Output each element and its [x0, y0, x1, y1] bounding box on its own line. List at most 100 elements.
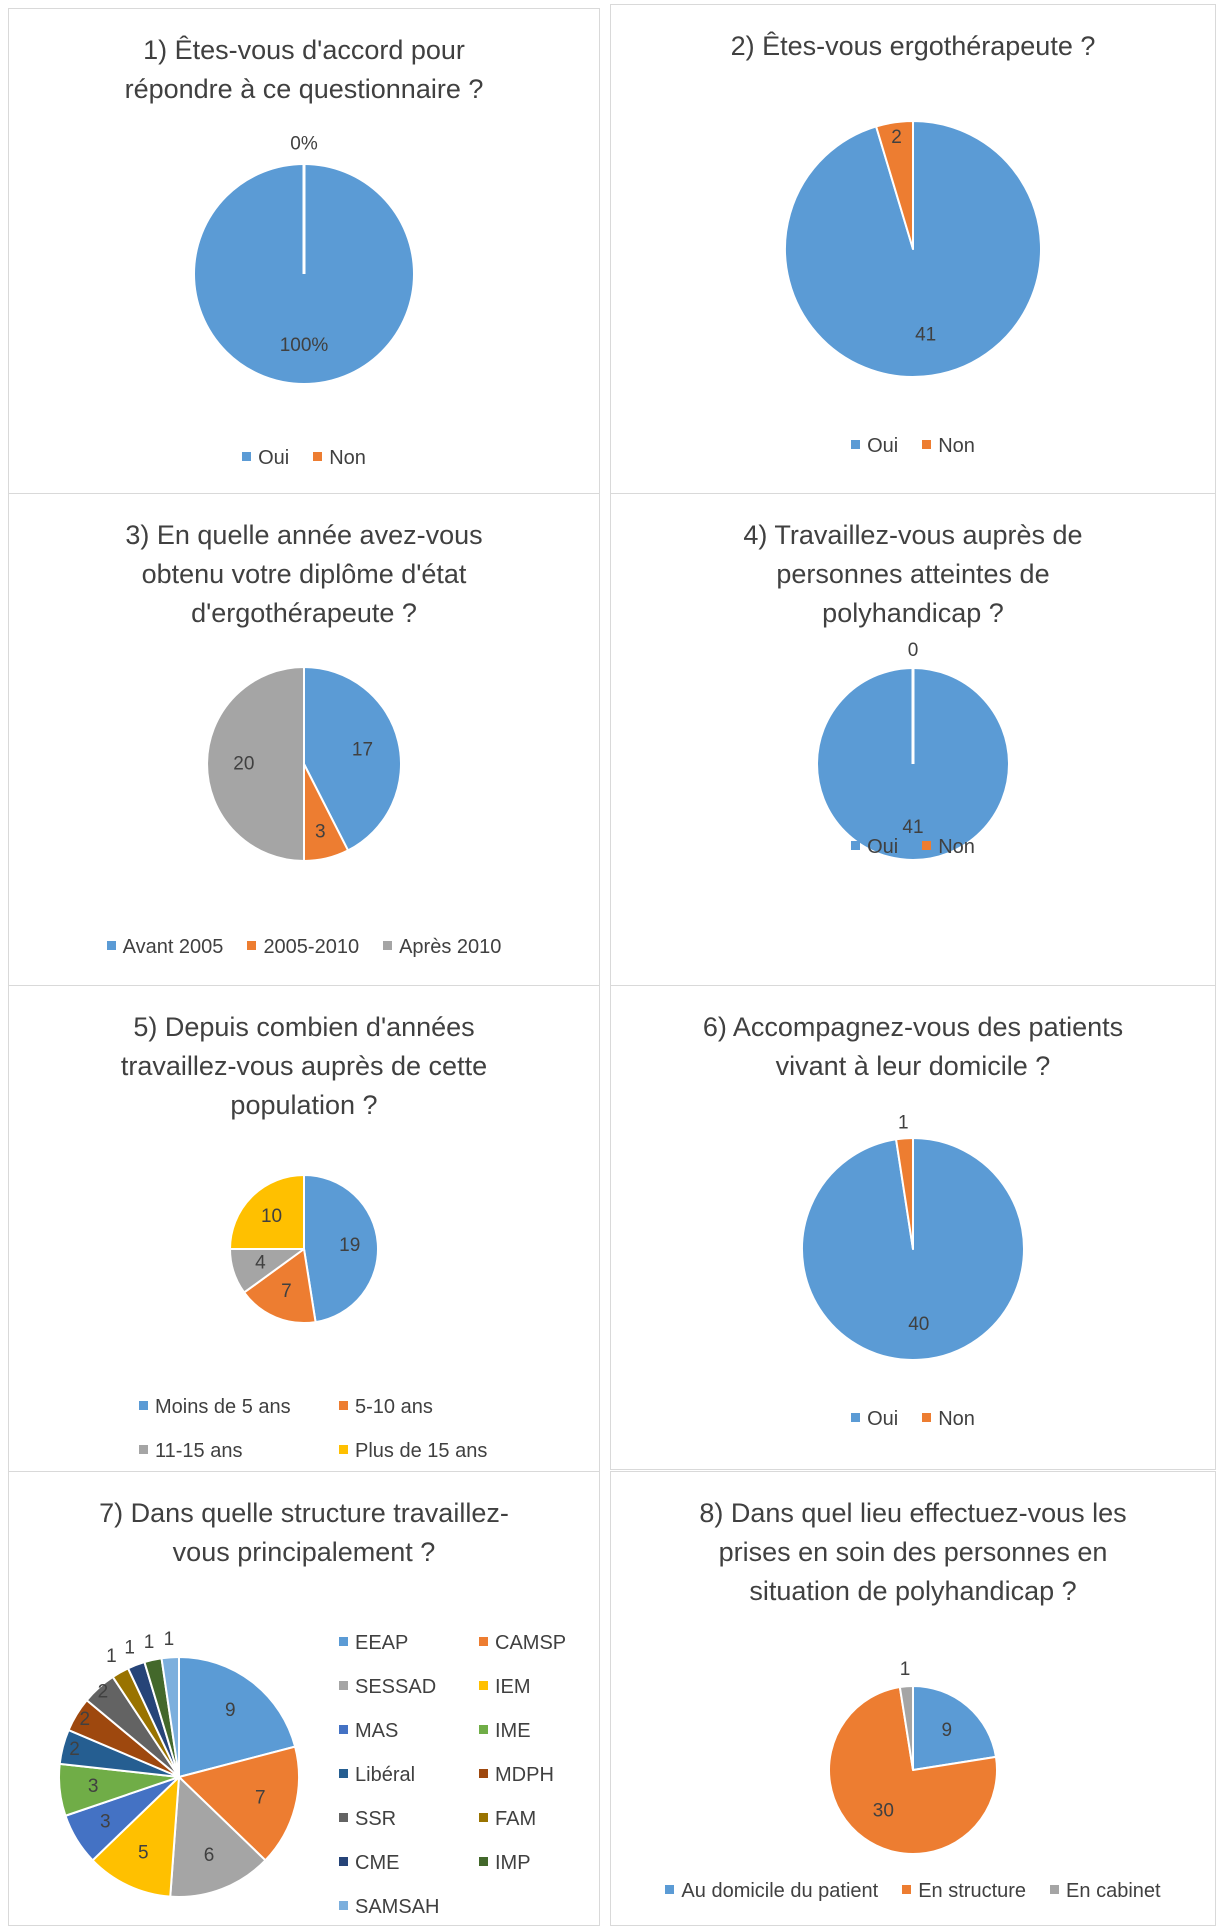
data-label-oui: 40 [908, 1314, 929, 1335]
legend-label: Plus de 15 ans [355, 1440, 488, 1462]
data-label-oui: 100% [280, 335, 329, 356]
legend-swatch [922, 841, 932, 851]
chart-title: 7) Dans quelle structure travaillez- vou… [99, 1498, 509, 1567]
legend-swatch [479, 1681, 488, 1691]
pie-slice-5-10-ans [243, 1248, 317, 1324]
legend-item-11-15-ans: 11-15 ans [139, 1440, 242, 1463]
pie-slice-apres-2010 [206, 666, 305, 862]
chart-panel-2: 2) Êtes-vous ergothérapeute ? 41 2 Oui Non [610, 4, 1216, 494]
chart-panel-5: 5) Depuis combien d'années travaillez-vo… [8, 985, 600, 1473]
chart-legend: Avant 2005 2005-2010 Après 2010 [9, 494, 599, 986]
legend-swatch [106, 941, 116, 951]
legend-label: 2005-2010 [263, 936, 360, 958]
legend-item-5-10-ans: 5-10 ans [339, 1396, 433, 1419]
legend-label: En structure [918, 1880, 1027, 1902]
pie-slice-samsah [160, 1656, 180, 1778]
legend-item-sessad: SESSAD [339, 1676, 436, 1699]
legend-item-imp: IMP [479, 1852, 531, 1875]
pie-chart: 9 30 1 [828, 1659, 998, 1855]
legend-item-oui: Oui [851, 836, 898, 859]
legend-label: FAM [495, 1808, 537, 1830]
legend-swatch [339, 1681, 348, 1691]
pie-chart: 19 74 10 [229, 1174, 379, 1324]
data-label-mdph: 2 [79, 1709, 90, 1730]
legend-item-liberal: Libéral [339, 1764, 415, 1787]
chart-legend: Oui Non [611, 986, 1215, 1469]
legend-item-en-cabinet: En cabinet [1050, 1880, 1161, 1903]
legend-label: IMP [495, 1852, 531, 1874]
data-label-non: 2 [891, 127, 902, 148]
data-label-avant-2005: 17 [352, 739, 373, 760]
legend-swatch [665, 1885, 675, 1895]
chart-panel-6: 6) Accompagnez-vous des patients vivant … [610, 985, 1216, 1470]
legend-label: Au domicile du patient [681, 1880, 879, 1902]
pie-slice-en-cabinet [898, 1685, 914, 1771]
data-label-en-structure: 30 [873, 1800, 894, 1821]
legend-label: IEM [495, 1676, 531, 1698]
legend-swatch [922, 440, 932, 450]
legend-swatch [383, 941, 393, 951]
legend-swatch [479, 1725, 488, 1735]
legend-label: SAMSAH [355, 1896, 440, 1918]
legend-label: Oui [867, 1408, 899, 1430]
data-label-imp: 1 [144, 1632, 155, 1653]
legend-label: Avant 2005 [122, 936, 224, 958]
legend-swatch [922, 1413, 932, 1423]
data-label-non: 0 [908, 640, 919, 661]
chart-title: 3) En quelle année avez-vous obtenu votr… [125, 520, 483, 628]
legend-label: SSR [355, 1808, 397, 1830]
legend-item-ime: IME [479, 1720, 531, 1743]
legend-label: Libéral [355, 1764, 416, 1786]
pie-chart: 41 2 [784, 120, 1042, 378]
legend-item-oui: Oui [242, 447, 289, 470]
pie-slice-non [875, 120, 914, 250]
chart-legend: EEAP CAMSP SESSAD IEM MAS IME Libéral MDPH SSR FA… [9, 1472, 599, 1925]
legend-swatch [851, 1413, 861, 1423]
legend-swatch [339, 1901, 348, 1911]
legend-swatch [247, 941, 257, 951]
data-label-11-15-ans: 4 [255, 1253, 266, 1274]
legend-label: 5-10 ans [355, 1396, 433, 1418]
data-label-eeap: 9 [225, 1700, 236, 1721]
legend-item-en-structure: En structure [902, 1880, 1026, 1903]
legend-item-cme: CME [339, 1852, 399, 1875]
legend-label: Oui [867, 435, 899, 457]
legend-swatch [339, 1637, 348, 1647]
data-label-sessad: 6 [204, 1845, 215, 1866]
legend-item-samsah: SAMSAH [339, 1896, 439, 1919]
legend-label: CME [355, 1852, 400, 1874]
data-label-samsah: 1 [164, 1629, 175, 1650]
legend-item-oui: Oui [851, 435, 898, 458]
chart-title: 1) Êtes-vous d'accord pour répondre à ce… [124, 35, 484, 104]
data-label-non: 1 [898, 1112, 909, 1133]
data-label-non: 0% [290, 134, 318, 155]
pie-chart: 41 0 [816, 640, 1010, 861]
chart-legend: Au domicile du patient En structure En cab… [611, 1472, 1215, 1925]
data-label-5-10-ans: 7 [281, 1281, 292, 1302]
legend-item-non: Non [313, 447, 366, 470]
legend-item-mas: MAS [339, 1720, 398, 1743]
chart-panel-8: 8) Dans quel lieu effectuez-vous les pri… [610, 1471, 1216, 1926]
data-label-ssr: 2 [98, 1682, 109, 1703]
chart-legend: Oui Non [611, 5, 1215, 493]
data-label-ime: 3 [88, 1776, 99, 1797]
data-label-moins-de-5-ans: 19 [339, 1235, 360, 1256]
legend-label: Non [329, 447, 366, 469]
legend-item-apres-2010: Après 2010 [383, 936, 501, 959]
chart-title: 4) Travaillez-vous auprès de personnes a… [743, 520, 1083, 628]
legend-label: IME [495, 1720, 531, 1742]
pie-slice-moins-de-5-ans [303, 1174, 379, 1324]
data-label-fam: 1 [106, 1646, 117, 1667]
chart-panel-7: 7) Dans quelle structure travaillez- vou… [8, 1471, 600, 1926]
pie-slice-plus-de-15-ans [229, 1174, 305, 1250]
data-label-2005-2010: 3 [315, 821, 326, 842]
legend-swatch [339, 1725, 348, 1735]
pie-chart: 100% 0% [193, 134, 415, 385]
legend-swatch [902, 1885, 912, 1895]
chart-panel-3: 3) En quelle année avez-vous obtenu votr… [8, 493, 600, 987]
chart-title: 2) Êtes-vous ergothérapeute ? [730, 31, 1096, 61]
chart-panel-1: 1) Êtes-vous d'accord pour répondre à ce… [8, 8, 600, 496]
legend-swatch [242, 452, 252, 462]
legend-swatch [1050, 1885, 1060, 1895]
legend-item-oui: Oui [851, 1408, 898, 1431]
